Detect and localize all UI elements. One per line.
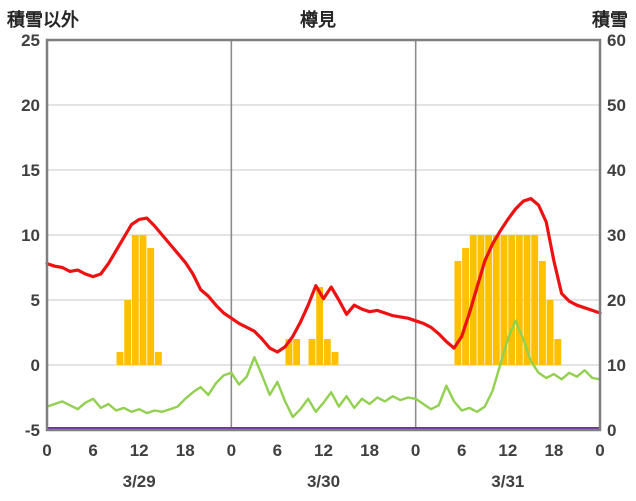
hour-tick-label: 18 — [176, 441, 195, 460]
precipitation-bar — [139, 235, 147, 365]
right-axis-title: 積雪 — [592, 10, 628, 30]
precipitation-bar — [508, 235, 516, 365]
left-axis-tick-label: 25 — [21, 31, 40, 50]
precipitation-bar — [554, 339, 562, 365]
date-label: 3/31 — [491, 472, 524, 491]
precipitation-bar — [546, 300, 554, 365]
left-axis-tick-label: 5 — [31, 291, 40, 310]
right-axis-tick-label: 50 — [607, 96, 626, 115]
hour-tick-label: 0 — [227, 441, 236, 460]
hour-tick-label: 12 — [498, 441, 517, 460]
precipitation-bar — [477, 235, 485, 365]
red-line — [45, 197, 602, 354]
precipitation-bar — [538, 261, 546, 365]
precipitation-bar — [500, 235, 508, 365]
right-axis-tick-label: 10 — [607, 356, 626, 375]
precipitation-bar — [323, 339, 331, 365]
hour-tick-label: 6 — [273, 441, 282, 460]
chart-title: 樽見 — [300, 10, 336, 30]
right-axis-tick-label: 30 — [607, 226, 626, 245]
hour-tick-label: 18 — [544, 441, 563, 460]
precipitation-bar — [515, 235, 523, 365]
precipitation-bar — [531, 235, 539, 365]
precipitation-bar — [308, 339, 316, 365]
right-axis-tick-label: 60 — [607, 31, 626, 50]
precipitation-bar — [331, 352, 339, 365]
right-axis-tick-label: 0 — [607, 421, 616, 440]
precipitation-bar — [116, 352, 124, 365]
precipitation-bar — [124, 300, 132, 365]
hour-tick-label: 12 — [314, 441, 333, 460]
left-axis-tick-label: 0 — [31, 356, 40, 375]
date-label: 3/29 — [123, 472, 156, 491]
precipitation-bar — [316, 287, 324, 365]
hour-tick-label: 6 — [88, 441, 97, 460]
left-axis-tick-label: 20 — [21, 96, 40, 115]
precipitation-bar — [462, 248, 470, 365]
hour-tick-label: 6 — [457, 441, 466, 460]
date-label: 3/30 — [307, 472, 340, 491]
right-axis-tick-label: 40 — [607, 161, 626, 180]
hour-tick-label: 0 — [411, 441, 420, 460]
right-axis-tick-label: 20 — [607, 291, 626, 310]
hour-tick-label: 0 — [595, 441, 604, 460]
hour-tick-label: 0 — [42, 441, 51, 460]
precipitation-bar — [293, 339, 301, 365]
plot-border — [45, 38, 602, 432]
precipitation-bar — [523, 235, 531, 365]
precipitation-bar — [131, 235, 139, 365]
left-axis-title: 積雪以外 — [7, 10, 79, 30]
precipitation-bar — [154, 352, 162, 365]
precipitation-bar — [147, 248, 155, 365]
green-line — [45, 319, 602, 419]
hour-tick-label: 12 — [130, 441, 149, 460]
left-axis-tick-label: 15 — [21, 161, 40, 180]
precipitation-bar — [454, 261, 462, 365]
left-axis-tick-label: -5 — [25, 421, 40, 440]
precipitation-bar — [485, 235, 493, 365]
hour-tick-label: 18 — [360, 441, 379, 460]
left-axis-tick-label: 10 — [21, 226, 40, 245]
precipitation-bar — [285, 339, 293, 365]
precipitation-bar — [492, 235, 500, 365]
